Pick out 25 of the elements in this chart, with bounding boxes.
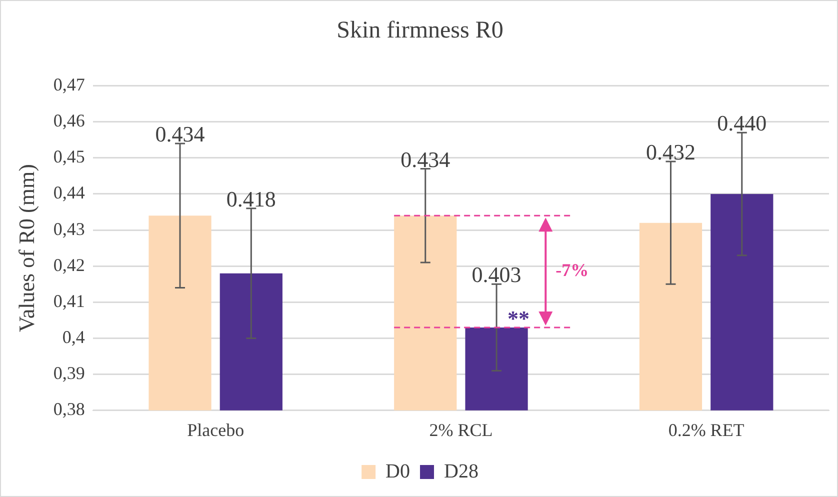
data-label: 0.418 bbox=[226, 186, 276, 212]
data-label: 0.403 bbox=[472, 262, 522, 288]
y-tick-label: 0,44 bbox=[53, 182, 85, 203]
data-label: 0.440 bbox=[717, 110, 767, 136]
y-axis-title: Values of R0 (mm) bbox=[14, 164, 39, 332]
x-tick-label: Placebo bbox=[187, 420, 244, 440]
y-tick-label: 0,43 bbox=[53, 218, 85, 239]
data-label: 0.432 bbox=[646, 140, 696, 165]
y-tick-label: 0,4 bbox=[62, 327, 85, 347]
y-tick-label: 0,45 bbox=[53, 146, 85, 167]
x-tick-label: 2% RCL bbox=[429, 420, 493, 440]
y-tick-label: 0,41 bbox=[53, 290, 85, 311]
data-label: 0.434 bbox=[400, 146, 450, 172]
chart-title: Skin firmness R0 bbox=[336, 18, 504, 44]
annotation: -7% bbox=[556, 260, 589, 280]
data-label: 0.434 bbox=[155, 122, 205, 147]
annotation: ** bbox=[508, 306, 530, 332]
y-tick-label: 0,46 bbox=[53, 110, 85, 131]
y-tick-label: 0,42 bbox=[53, 254, 85, 275]
y-tick-label: 0,39 bbox=[53, 363, 85, 384]
legend-label: D0 bbox=[386, 460, 410, 482]
legend-label: D28 bbox=[444, 460, 478, 482]
y-tick-label: 0,47 bbox=[53, 74, 85, 95]
x-tick-label: 0.2% RET bbox=[668, 420, 744, 440]
y-tick-label: 0,38 bbox=[53, 399, 85, 420]
